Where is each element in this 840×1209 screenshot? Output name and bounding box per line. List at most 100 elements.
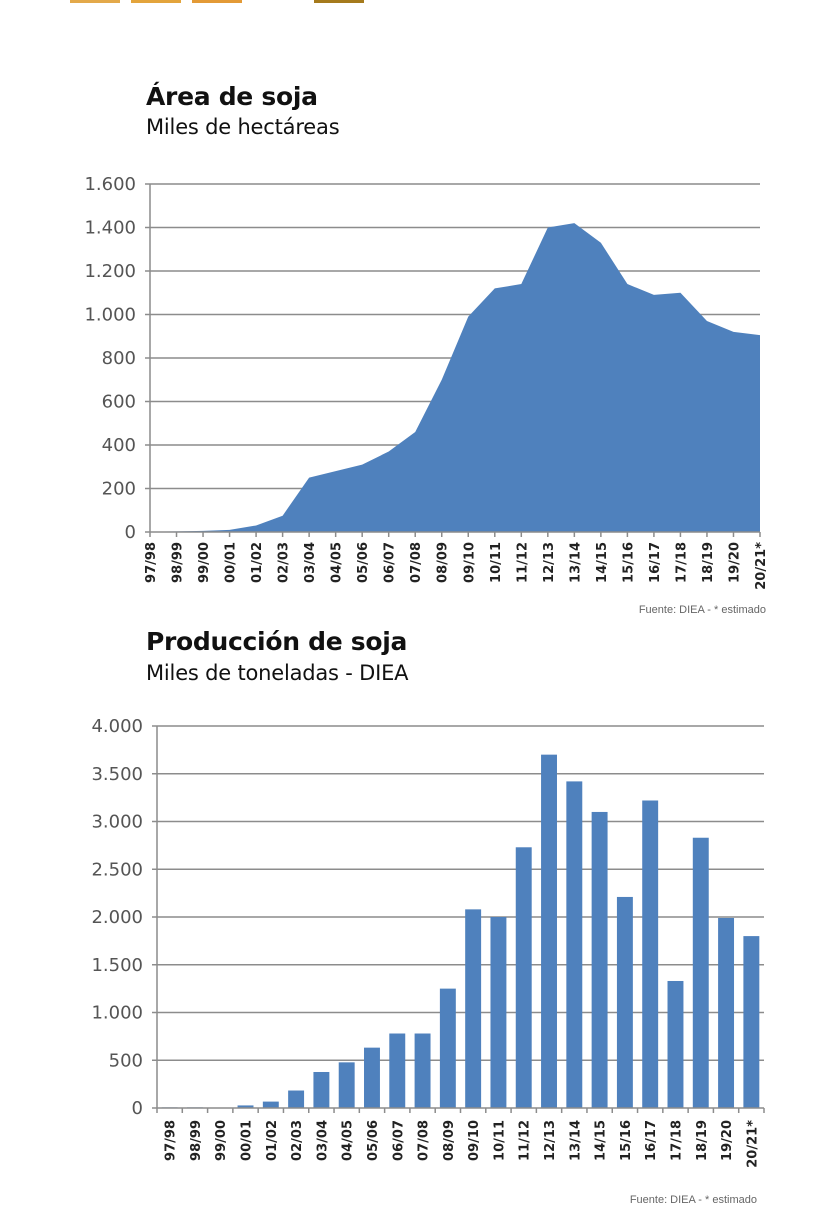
area-chart-source-note: Fuente: DIEA - * estimado bbox=[639, 604, 766, 616]
y-tick-label: 400 bbox=[102, 435, 136, 456]
x-tick-label: 97/98 bbox=[144, 542, 159, 583]
bar-9798 bbox=[161, 1107, 178, 1108]
y-tick-label: 800 bbox=[102, 348, 136, 369]
bar-0203 bbox=[288, 1090, 305, 1108]
bar-chart-source-note: Fuente: DIEA - * estimado bbox=[630, 1194, 757, 1206]
bar-chart-axes bbox=[156, 726, 765, 1113]
y-tick-label: 1.200 bbox=[84, 261, 136, 282]
bar-0607 bbox=[389, 1033, 406, 1108]
y-tick-label: 0 bbox=[132, 1098, 143, 1119]
x-tick-label: 13/14 bbox=[568, 1120, 583, 1161]
x-tick-label: 07/08 bbox=[417, 1120, 432, 1161]
x-tick-label: 14/15 bbox=[595, 542, 610, 583]
y-tick-label: 0 bbox=[125, 522, 136, 543]
x-tick-label: 99/00 bbox=[214, 1120, 229, 1161]
bar-series bbox=[161, 754, 760, 1108]
bar-1819 bbox=[692, 837, 709, 1108]
x-tick-label: 01/02 bbox=[250, 542, 265, 583]
x-tick-label: 98/99 bbox=[189, 1120, 204, 1161]
bar-1112 bbox=[515, 847, 532, 1108]
x-tick-label: 17/18 bbox=[669, 1120, 684, 1161]
area-chart-axes bbox=[149, 184, 761, 537]
x-tick-label: 08/09 bbox=[442, 1120, 457, 1161]
x-tick-label: 09/10 bbox=[462, 542, 477, 583]
x-tick-label: 06/07 bbox=[391, 1120, 406, 1161]
x-tick-label: 13/14 bbox=[568, 542, 583, 583]
y-tick-label: 3.500 bbox=[91, 764, 143, 785]
y-tick-label: 1.500 bbox=[91, 955, 143, 976]
x-tick-label: 99/00 bbox=[197, 542, 212, 583]
y-tick-label: 1.000 bbox=[84, 305, 136, 326]
x-tick-label: 20/21* bbox=[745, 1120, 760, 1168]
bar-1718 bbox=[667, 980, 684, 1108]
bar-9899 bbox=[186, 1107, 203, 1108]
x-tick-label: 04/05 bbox=[330, 542, 345, 583]
bar-0001 bbox=[237, 1105, 254, 1108]
x-tick-label: 06/07 bbox=[383, 542, 398, 583]
bar-0102 bbox=[262, 1101, 279, 1108]
bar-1617 bbox=[642, 800, 659, 1108]
header-decoration-bar-3 bbox=[192, 0, 242, 3]
bar-0506 bbox=[364, 1047, 380, 1108]
x-tick-label: 15/16 bbox=[621, 542, 636, 583]
bar-0405 bbox=[338, 1062, 355, 1108]
y-tick-label: 200 bbox=[102, 479, 136, 500]
x-tick-label: 03/04 bbox=[315, 1120, 330, 1161]
x-tick-label: 97/98 bbox=[164, 1120, 179, 1161]
area-chart-x-axis: 97/98 98/99 99/00 00/01 01/02 02/03 03/04 04/05… bbox=[144, 542, 769, 590]
bar-1011 bbox=[490, 917, 507, 1108]
area-chart-title: Área de soja bbox=[146, 82, 318, 111]
x-tick-label: 10/11 bbox=[492, 1120, 507, 1161]
bar-0708 bbox=[414, 1033, 431, 1108]
bar-0910 bbox=[465, 909, 482, 1108]
bar-0304 bbox=[313, 1071, 330, 1108]
x-tick-label: 02/03 bbox=[290, 1120, 305, 1161]
x-tick-label: 07/08 bbox=[409, 542, 424, 583]
x-tick-label: 08/09 bbox=[436, 542, 451, 583]
x-tick-label: 19/20 bbox=[727, 542, 742, 583]
x-tick-label: 18/19 bbox=[701, 542, 716, 583]
y-tick-label: 1.000 bbox=[91, 1003, 143, 1024]
x-tick-label: 11/12 bbox=[518, 1120, 533, 1161]
header-decoration-bar-1 bbox=[70, 0, 120, 3]
y-tick-label: 500 bbox=[109, 1050, 143, 1071]
bar-1415 bbox=[591, 811, 608, 1108]
x-tick-label: 11/12 bbox=[515, 542, 530, 583]
y-tick-label: 3.000 bbox=[91, 812, 143, 833]
x-tick-label: 01/02 bbox=[265, 1120, 280, 1161]
x-tick-label: 12/13 bbox=[542, 542, 557, 583]
x-tick-label: 19/20 bbox=[720, 1120, 735, 1161]
header-decoration-bar-2 bbox=[131, 0, 181, 3]
y-tick-label: 2.500 bbox=[91, 859, 143, 880]
x-tick-label: 05/06 bbox=[366, 1120, 381, 1161]
x-tick-label: 17/18 bbox=[674, 542, 689, 583]
x-tick-label: 09/10 bbox=[467, 1120, 482, 1161]
bar-chart-x-axis: 97/98 98/99 99/00 00/01 01/02 02/03 03/04 04/05… bbox=[164, 1120, 761, 1168]
bar-1920 bbox=[718, 917, 735, 1108]
x-tick-label: 12/13 bbox=[543, 1120, 558, 1161]
bar-1314 bbox=[566, 781, 583, 1108]
x-tick-label: 00/01 bbox=[240, 1120, 255, 1161]
x-tick-label: 14/15 bbox=[594, 1120, 609, 1161]
bar-2021 bbox=[743, 936, 760, 1108]
bar-chart-title: Producción de soja bbox=[146, 627, 408, 656]
x-tick-label: 05/06 bbox=[356, 542, 371, 583]
x-tick-label: 98/99 bbox=[171, 542, 186, 583]
bar-1213 bbox=[541, 754, 557, 1108]
bar-1516 bbox=[616, 896, 633, 1108]
header-decoration-bar-4 bbox=[314, 0, 364, 3]
bar-0809 bbox=[439, 988, 456, 1108]
area-chart-subtitle: Miles de hectáreas bbox=[146, 115, 340, 139]
x-tick-label: 10/11 bbox=[489, 542, 504, 583]
x-tick-label: 15/16 bbox=[619, 1120, 634, 1161]
x-tick-label: 00/01 bbox=[224, 542, 239, 583]
x-tick-label: 16/17 bbox=[644, 1120, 659, 1161]
x-tick-label: 02/03 bbox=[277, 542, 292, 583]
bar-chart-gridlines bbox=[152, 725, 764, 1109]
area-series-fill bbox=[150, 223, 760, 532]
area-chart-y-axis: 0 200 400 600 800 1.000 1.200 1.400 1.600 bbox=[84, 174, 136, 543]
y-tick-label: 2.000 bbox=[91, 907, 143, 928]
x-tick-label: 18/19 bbox=[695, 1120, 710, 1161]
y-tick-label: 600 bbox=[102, 392, 136, 413]
